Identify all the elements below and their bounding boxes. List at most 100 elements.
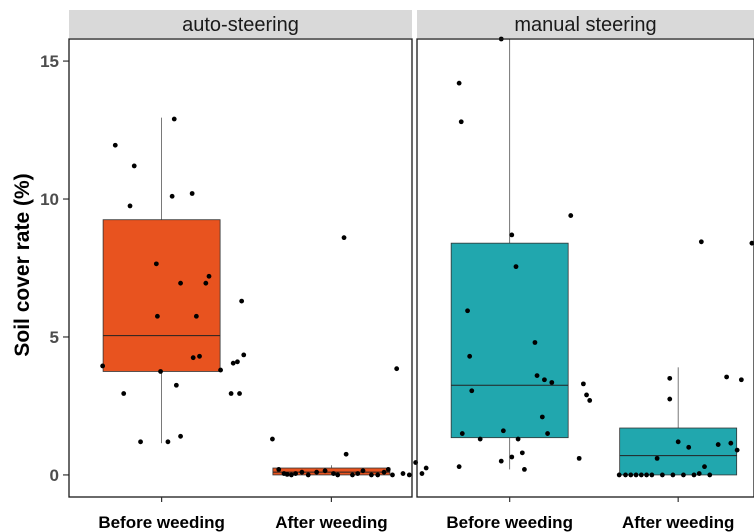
panel-strip-title: manual steering xyxy=(514,14,656,36)
data-point xyxy=(542,377,547,383)
data-point xyxy=(734,447,740,453)
data-point xyxy=(724,374,730,380)
data-point xyxy=(197,353,202,359)
data-point xyxy=(623,472,628,478)
data-point xyxy=(314,469,320,475)
data-point xyxy=(165,439,171,445)
data-point xyxy=(515,436,521,442)
box-after-weeding xyxy=(616,239,754,478)
data-point xyxy=(681,472,686,478)
data-point xyxy=(331,471,336,476)
data-point xyxy=(458,119,464,125)
data-point xyxy=(691,472,697,478)
data-point xyxy=(241,352,247,358)
data-point xyxy=(568,213,574,218)
data-point xyxy=(587,398,593,403)
data-point xyxy=(335,472,341,478)
data-point xyxy=(738,377,744,383)
data-point xyxy=(477,436,483,442)
y-tick-label: 10 xyxy=(40,190,59,209)
data-point xyxy=(206,273,212,279)
data-point xyxy=(299,469,305,475)
data-point xyxy=(173,382,179,388)
data-point xyxy=(519,450,525,456)
data-point xyxy=(178,280,183,286)
y-tick-label: 5 xyxy=(50,328,59,347)
data-point xyxy=(341,235,347,241)
data-point xyxy=(169,193,175,199)
x-tick-label: Before weeding xyxy=(98,513,225,532)
box-before-weeding xyxy=(450,36,593,472)
data-point xyxy=(375,472,381,478)
box-iqr xyxy=(272,467,391,476)
x-tick-label: After weeding xyxy=(622,513,734,532)
data-point xyxy=(193,313,199,319)
panel-strip xyxy=(69,10,412,38)
data-point xyxy=(580,381,586,387)
data-point xyxy=(100,363,106,369)
data-point xyxy=(237,391,242,396)
data-point xyxy=(423,465,429,471)
data-point xyxy=(293,471,298,476)
data-point xyxy=(121,391,127,396)
data-point xyxy=(698,239,704,245)
data-point xyxy=(190,355,196,361)
data-point xyxy=(400,471,406,476)
data-point xyxy=(228,391,234,396)
box-iqr xyxy=(619,427,738,476)
y-axis: 0 5 10 15 xyxy=(40,52,69,485)
data-point xyxy=(686,444,692,450)
panel-strip xyxy=(417,10,754,38)
data-point xyxy=(628,472,634,478)
x-tick-label: Before weeding xyxy=(446,513,573,532)
data-point xyxy=(549,380,555,385)
data-point xyxy=(532,340,538,345)
data-point xyxy=(288,472,294,478)
data-point xyxy=(385,467,391,472)
data-point xyxy=(675,439,681,445)
data-point xyxy=(522,467,527,472)
data-point xyxy=(728,440,734,446)
data-point xyxy=(189,191,195,196)
data-point xyxy=(322,468,328,474)
data-point xyxy=(112,142,118,148)
box-iqr xyxy=(102,219,221,372)
data-point xyxy=(545,431,550,436)
data-point xyxy=(230,360,236,366)
x-tick-label: After weeding xyxy=(275,513,387,532)
box-iqr xyxy=(450,242,569,439)
data-point xyxy=(513,264,519,270)
x-axis: Before weeding After weeding Before weedin… xyxy=(98,497,734,532)
data-point xyxy=(218,367,223,373)
data-point xyxy=(707,472,713,478)
data-point xyxy=(649,472,655,478)
data-point xyxy=(343,451,349,457)
data-point xyxy=(239,298,245,304)
data-point xyxy=(459,431,465,436)
data-point xyxy=(534,373,540,379)
data-point xyxy=(131,163,137,169)
data-point xyxy=(406,472,412,478)
data-point xyxy=(276,467,282,472)
data-point xyxy=(178,433,183,439)
data-point xyxy=(702,464,707,470)
data-point xyxy=(659,472,665,478)
data-point xyxy=(670,472,676,478)
data-point xyxy=(284,471,290,477)
data-point xyxy=(153,261,159,267)
data-point xyxy=(235,359,240,365)
data-point xyxy=(715,442,721,447)
box-before-weeding xyxy=(100,116,247,445)
data-point xyxy=(171,116,177,122)
data-point xyxy=(355,471,361,476)
data-point xyxy=(419,471,425,476)
data-point xyxy=(616,472,622,478)
panel-border xyxy=(416,38,754,498)
y-axis-title: Soil cover rate (%) xyxy=(11,173,34,356)
data-point xyxy=(467,353,473,359)
data-point xyxy=(498,458,504,464)
data-point xyxy=(394,366,400,372)
data-point xyxy=(154,313,160,319)
data-point xyxy=(644,472,649,478)
